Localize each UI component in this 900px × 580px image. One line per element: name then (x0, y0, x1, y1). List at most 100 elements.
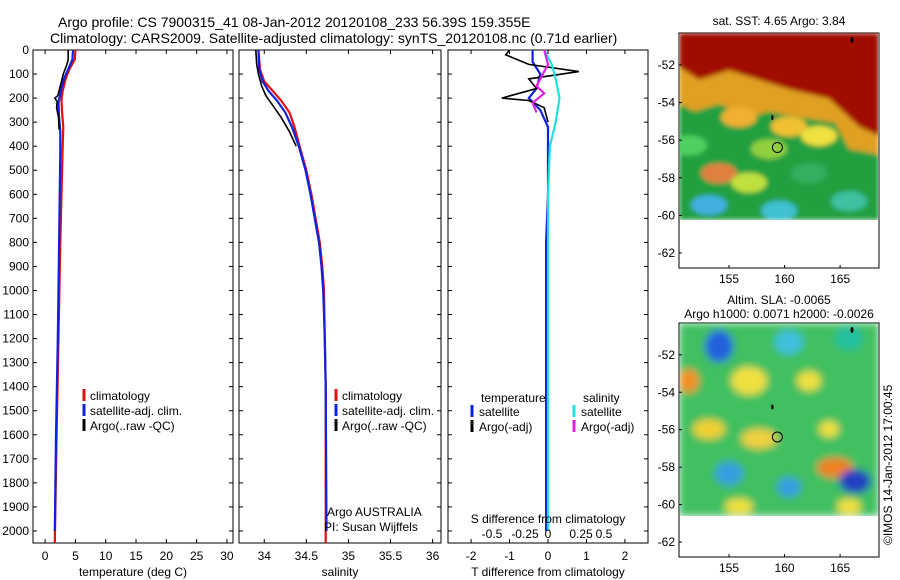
legend-label: satellite-adj. clim. (342, 404, 434, 418)
imos-credit: ©IMOS 14-Jan-2012 17:00:45 (881, 384, 895, 545)
y-tick-label: 100 (9, 67, 29, 81)
sst-patch (731, 172, 767, 193)
sst-hot-region (680, 33, 878, 136)
sla-eddy (741, 428, 777, 449)
sst-map-title: sat. SST: 4.65 Argo: 3.84 (713, 14, 846, 28)
map-field (680, 323, 878, 516)
y-tick-label: 1900 (2, 500, 29, 514)
x-tick-label: 0 (545, 549, 552, 563)
x-tick-label: 1 (583, 549, 590, 563)
y-tick-label: 1400 (2, 380, 29, 394)
sla-eddy (777, 477, 801, 498)
series-line-black (501, 49, 579, 123)
x-tick-label: -2 (466, 549, 477, 563)
map-y-tick-label: -54 (658, 385, 676, 399)
sla-eddy (835, 326, 863, 351)
map-x-tick-label: 160 (775, 272, 795, 286)
sst-patch (761, 200, 797, 220)
x-tick-label: 10 (99, 549, 113, 563)
sla-map-title-line2: Argo h1000: 0.0071 h2000: -0.0026 (684, 307, 874, 321)
legend-label: satellite (581, 405, 622, 419)
plot-frame (238, 49, 442, 544)
x-tick-label: 0 (42, 549, 49, 563)
map-y-tick-label: -58 (658, 460, 676, 474)
sla-map-title-line1: Altim. SLA: -0.0065 (727, 293, 831, 307)
y-tick-label: 0 (22, 43, 29, 57)
x-axis-label: temperature (deg C) (79, 565, 187, 579)
x-tick-label: 20 (160, 549, 174, 563)
x-axis-label: salinity (322, 565, 359, 579)
series-line-black (53, 50, 69, 130)
float-owner-annotation: Argo AUSTRALIA (327, 505, 422, 519)
sst-patch (771, 116, 807, 137)
map-field-blur (680, 33, 878, 220)
map-field (680, 33, 878, 220)
map-y-tick-label: -62 (658, 246, 676, 260)
y-tick-label: 200 (9, 91, 29, 105)
sla-eddy (819, 421, 839, 438)
series-line-blue (257, 49, 328, 532)
float-location-marker (771, 431, 783, 443)
x-tick-label: -1 (504, 549, 515, 563)
sst-patch (680, 135, 707, 156)
y-tick-label: 900 (9, 259, 29, 273)
figure-title-line2: Climatology: CARS2009. Satellite-adjuste… (50, 30, 617, 46)
y-tick-label: 1700 (2, 452, 29, 466)
float-location-marker (771, 141, 783, 153)
map-y-tick-label: -54 (658, 96, 676, 110)
legend-label: climatology (90, 389, 150, 403)
island-marker (850, 37, 854, 43)
y-tick-label: 800 (9, 235, 29, 249)
top-tick-label: 0.5 (596, 527, 613, 541)
sla-eddy (725, 498, 753, 515)
sst-patch (691, 195, 727, 216)
top-tick-label: 0 (545, 527, 552, 541)
x-tick-label: 2 (622, 549, 629, 563)
sla-eddy (731, 366, 767, 395)
sla-eddy (705, 330, 733, 363)
sla-eddy (680, 368, 699, 393)
top-axis-label: S difference from climatology (471, 512, 626, 526)
sla-eddy (715, 461, 743, 486)
y-tick-label: 1100 (3, 308, 29, 322)
series-line-cyan (543, 49, 561, 531)
x-tick-label: 34 (258, 549, 272, 563)
y-tick-label: 400 (9, 139, 29, 153)
x-tick-label: 30 (220, 549, 234, 563)
sst-patch (801, 125, 837, 146)
map-y-tick-label: -58 (658, 171, 676, 185)
x-tick-label: 34.5 (295, 549, 319, 563)
x-tick-label: 35.5 (379, 549, 403, 563)
map-y-tick-label: -62 (658, 535, 676, 549)
temperature-profile-panel: 0100200300400500600700800900100011001200… (2, 43, 234, 579)
island-marker (850, 327, 854, 333)
map-y-tick-label: -56 (658, 133, 676, 147)
y-tick-label: 600 (9, 187, 29, 201)
legend-label: Argo(..raw -QC) (342, 419, 427, 433)
sla-eddy (797, 370, 821, 391)
map-y-tick-label: -60 (658, 208, 676, 222)
sst-patch (751, 138, 787, 159)
map-y-tick-label: -56 (658, 423, 676, 437)
legend-label: Argo(-adj) (581, 420, 634, 434)
y-tick-label: 500 (9, 163, 29, 177)
x-tick-label: 35 (342, 549, 356, 563)
y-tick-label: 1000 (2, 283, 29, 297)
map-field-blur (680, 323, 878, 516)
legend-label: climatology (342, 389, 402, 403)
map-x-tick-label: 160 (775, 561, 795, 575)
sla-eddy (839, 469, 871, 494)
y-tick-label: 700 (9, 211, 29, 225)
x-axis-label: T difference from climatology (471, 565, 625, 579)
x-tick-label: 5 (72, 549, 79, 563)
y-tick-label: 300 (9, 115, 29, 129)
map-y-tick-label: -52 (658, 58, 676, 72)
island-marker (771, 114, 774, 120)
salinity-profile-panel: 34 34.5 35 35.5 36 salinity climatologysatelli… (238, 49, 442, 579)
series-line-blue (53, 49, 75, 532)
y-tick-label: 1200 (2, 332, 29, 346)
sla-eddy (837, 498, 861, 515)
map-y-tick-label: -52 (658, 348, 676, 362)
sla-map-panel: 155 160 165 -52 -54 -56 -58 -60 -62 (658, 322, 880, 575)
